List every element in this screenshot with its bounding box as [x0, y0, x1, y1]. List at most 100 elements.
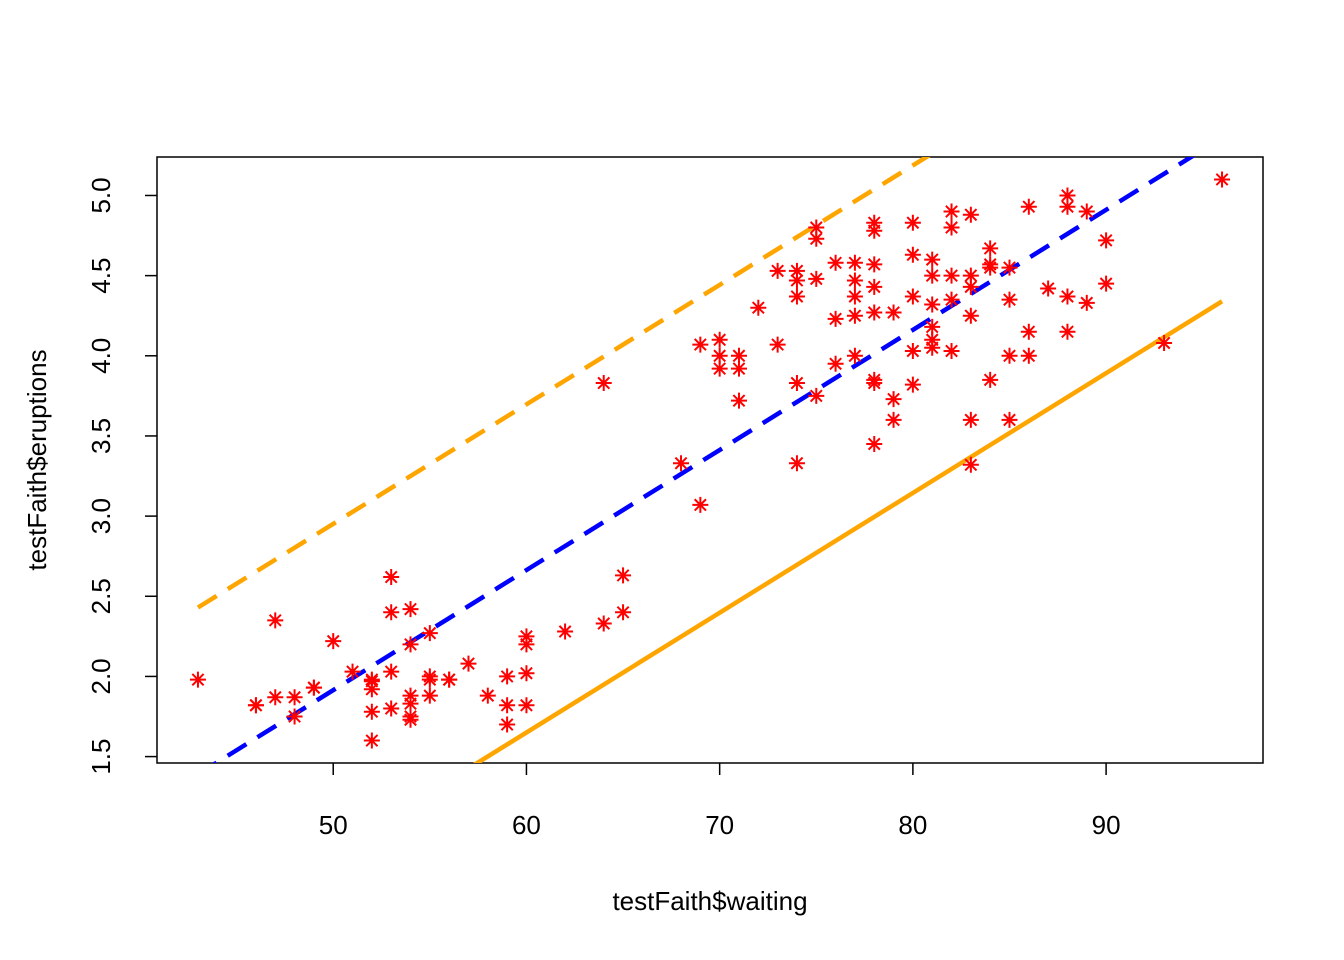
point	[1059, 198, 1076, 215]
point	[846, 288, 863, 305]
point	[383, 663, 400, 680]
point	[692, 336, 709, 353]
lines-layer	[196, 157, 1224, 763]
point	[962, 267, 979, 284]
point	[286, 689, 303, 706]
point	[924, 318, 941, 335]
x-tick-label: 80	[898, 810, 927, 840]
point	[363, 681, 380, 698]
point	[846, 307, 863, 324]
point	[421, 671, 438, 688]
point	[788, 272, 805, 289]
point	[557, 623, 574, 640]
point	[866, 375, 883, 392]
point	[615, 567, 632, 584]
point	[383, 700, 400, 717]
point	[866, 256, 883, 273]
point	[1040, 280, 1057, 297]
y-tick-label: 1.5	[86, 739, 116, 775]
point	[499, 668, 516, 685]
y-tick-label: 4.5	[86, 258, 116, 294]
point	[750, 299, 767, 316]
point	[808, 387, 825, 404]
point	[846, 347, 863, 364]
point	[730, 347, 747, 364]
point	[363, 732, 380, 749]
point	[711, 331, 728, 348]
point	[962, 456, 979, 473]
point	[788, 288, 805, 305]
point	[904, 342, 921, 359]
point	[962, 206, 979, 223]
point	[1098, 275, 1115, 292]
y-tick-label: 3.0	[86, 498, 116, 534]
point	[1001, 347, 1018, 364]
point	[885, 304, 902, 321]
point	[788, 262, 805, 279]
point	[402, 695, 419, 712]
point	[402, 601, 419, 618]
point	[305, 679, 322, 696]
point	[518, 628, 535, 645]
point	[460, 655, 477, 672]
point	[982, 371, 999, 388]
point	[1059, 187, 1076, 204]
point	[499, 716, 516, 733]
point	[1156, 334, 1173, 351]
point	[808, 230, 825, 247]
point	[962, 307, 979, 324]
point	[286, 708, 303, 725]
point	[827, 310, 844, 327]
point	[383, 569, 400, 586]
point	[692, 496, 709, 513]
point	[866, 304, 883, 321]
point	[1001, 259, 1018, 276]
y-tick-label: 2.0	[86, 658, 116, 694]
point	[904, 214, 921, 231]
x-tick-label: 60	[512, 810, 541, 840]
y-axis-label: testFaith$eruptions	[22, 349, 52, 570]
point	[267, 612, 284, 629]
point	[711, 360, 728, 377]
fit-line	[196, 157, 931, 610]
point	[962, 278, 979, 295]
point	[730, 360, 747, 377]
point	[943, 342, 960, 359]
point	[885, 411, 902, 428]
y-tick-label: 2.5	[86, 578, 116, 614]
point	[479, 687, 496, 704]
point	[1078, 203, 1095, 220]
point	[673, 455, 690, 472]
point	[924, 339, 941, 356]
point	[1059, 288, 1076, 305]
fit-line	[211, 157, 1196, 763]
point	[866, 214, 883, 231]
point	[189, 671, 206, 688]
point	[441, 671, 458, 688]
point	[1214, 171, 1231, 188]
point	[808, 219, 825, 236]
point	[904, 376, 921, 393]
point	[943, 291, 960, 308]
plot-frame	[156, 156, 1264, 764]
point	[846, 254, 863, 271]
point	[267, 689, 284, 706]
point	[943, 203, 960, 220]
point	[808, 270, 825, 287]
point	[1020, 347, 1037, 364]
point	[595, 615, 612, 632]
point	[769, 262, 786, 279]
point	[1020, 323, 1037, 340]
point	[827, 254, 844, 271]
point	[827, 355, 844, 372]
point	[1001, 291, 1018, 308]
point	[615, 604, 632, 621]
point	[788, 455, 805, 472]
point	[924, 251, 941, 268]
point	[518, 697, 535, 714]
point	[421, 625, 438, 642]
point	[518, 665, 535, 682]
point	[769, 336, 786, 353]
point	[866, 222, 883, 239]
